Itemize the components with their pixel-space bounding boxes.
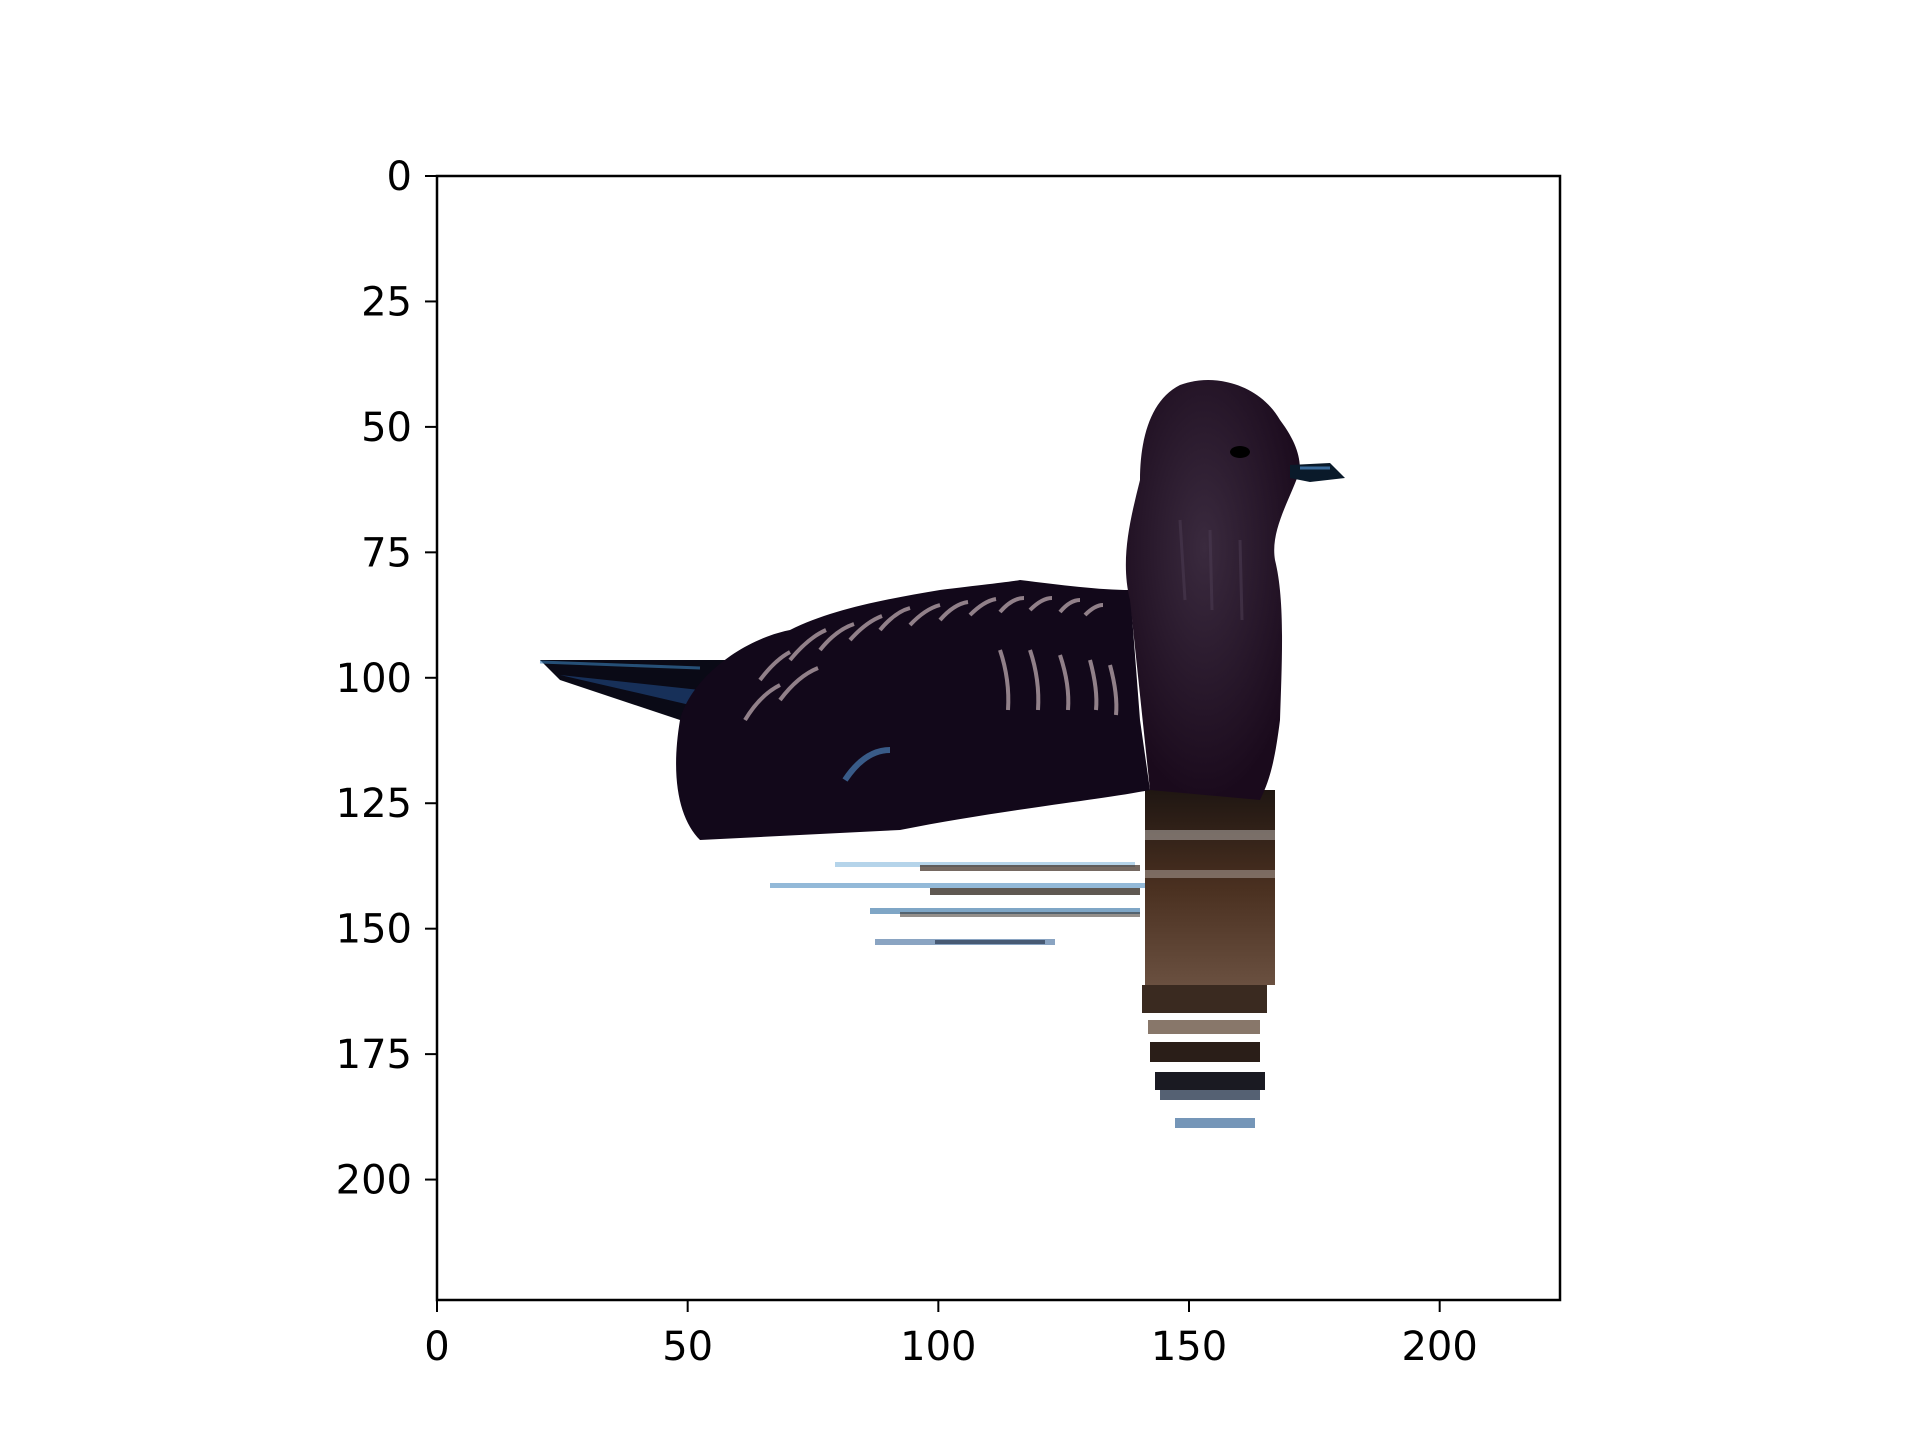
bird-head bbox=[1125, 380, 1345, 800]
bird-reflection bbox=[1140, 790, 1280, 1128]
x-tick-label: 0 bbox=[424, 1324, 449, 1370]
x-axis: 0 50 100 150 200 bbox=[424, 1300, 1478, 1370]
y-tick-label: 75 bbox=[361, 530, 412, 576]
axes-frame bbox=[435, 174, 1562, 1302]
x-tick-label: 200 bbox=[1401, 1324, 1477, 1370]
bird-body bbox=[676, 580, 1150, 840]
bird-image bbox=[539, 380, 1345, 1128]
y-tick-label: 50 bbox=[361, 405, 412, 451]
y-tick-label: 150 bbox=[336, 907, 412, 953]
y-axis: 0 25 50 75 100 125 150 175 200 bbox=[336, 154, 437, 1204]
x-tick-label: 150 bbox=[1151, 1324, 1227, 1370]
y-tick-label: 25 bbox=[361, 279, 412, 325]
y-tick-label: 175 bbox=[336, 1032, 412, 1078]
x-tick-label: 50 bbox=[662, 1324, 713, 1370]
y-tick-label: 200 bbox=[336, 1158, 412, 1204]
x-tick-label: 100 bbox=[900, 1324, 976, 1370]
water-ripples bbox=[770, 862, 1150, 945]
y-tick-label: 125 bbox=[336, 781, 412, 827]
y-tick-label: 0 bbox=[387, 154, 412, 200]
y-tick-label: 100 bbox=[336, 656, 412, 702]
